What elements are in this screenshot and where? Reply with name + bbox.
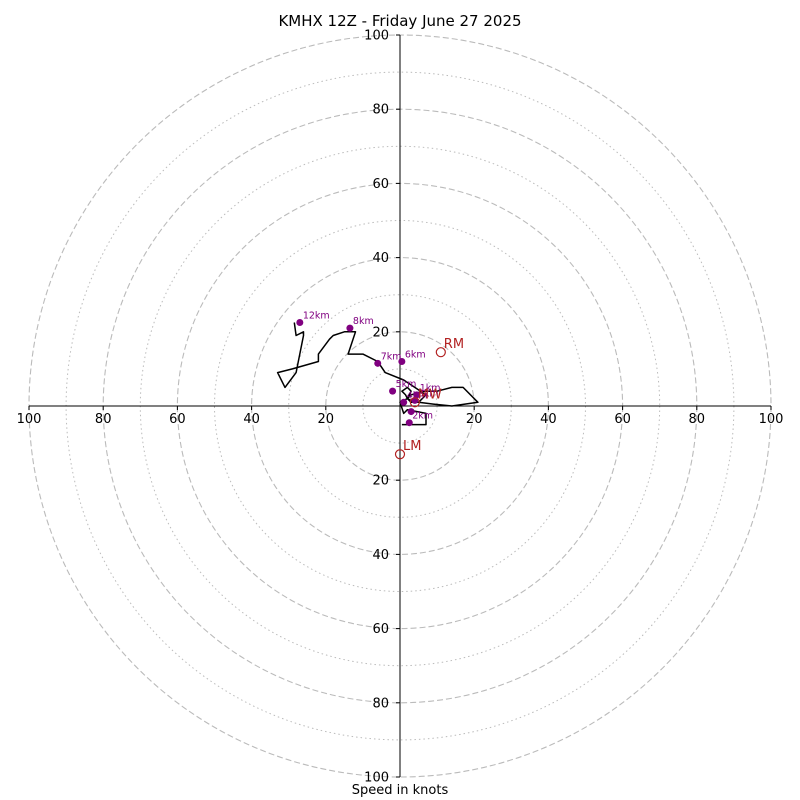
y-tick-label: 80 [372, 696, 389, 711]
y-tick-label: 40 [372, 251, 389, 266]
x-tick-label: 60 [169, 412, 186, 427]
storm-motion-marker [435, 347, 446, 358]
height-marker-label: 3km [418, 388, 439, 399]
height-marker-label: 12km [303, 311, 330, 322]
height-marker-label: 5km [396, 379, 417, 390]
height-marker-label: 1km [420, 383, 441, 394]
x-tick-label: 40 [540, 412, 557, 427]
x-tick-label: 100 [17, 412, 42, 427]
x-tick-label: 100 [759, 412, 784, 427]
height-marker-label: 4km [407, 390, 428, 401]
x-tick-label: 60 [614, 412, 631, 427]
y-tick-label: 80 [372, 103, 389, 118]
height-marker-label: 7km [381, 351, 402, 362]
height-marker [346, 324, 354, 332]
height-marker [374, 359, 382, 367]
height-marker [389, 387, 397, 395]
y-tick-label: 60 [372, 622, 389, 637]
storm-motion-label: MW [418, 387, 442, 402]
axis-lines [29, 35, 771, 777]
y-tick-label: 60 [372, 177, 389, 192]
x-tick-label: 80 [95, 412, 112, 427]
storm-motion-label: RM [444, 337, 464, 352]
height-marker-label: 6km [405, 349, 426, 360]
height-marker-label: 2km [412, 411, 433, 422]
height-marker-label: 8km [353, 316, 374, 327]
x-axis-label: Speed in knots [351, 783, 449, 798]
x-tick-label: 20 [318, 412, 335, 427]
y-tick-label: 20 [372, 325, 389, 340]
height-marker [407, 408, 415, 416]
chart-title: KMHX 12Z - Friday June 27 2025 [278, 12, 522, 30]
x-tick-label: 40 [243, 412, 260, 427]
height-marker [398, 357, 406, 365]
storm-motion-marker [394, 449, 406, 460]
y-tick-label: 100 [364, 771, 389, 786]
height-marker [400, 398, 408, 406]
height-marker [296, 319, 304, 327]
height-marker [405, 419, 413, 427]
x-tick-label: 20 [466, 412, 483, 427]
y-tick-label: 40 [372, 548, 389, 563]
height-marker [413, 391, 421, 399]
axis-tick-labels: 100 80 60 40 20 20 40 60 80 100 100 80 60 40 20 20 40 60 8… [17, 29, 784, 786]
storm-motion-label: LM [403, 439, 421, 454]
y-tick-label: 100 [364, 29, 389, 44]
storm-motion-points: RM LM MW [394, 337, 464, 460]
height-marker [411, 396, 419, 404]
x-tick-label: 80 [689, 412, 706, 427]
storm-motion-marker [409, 397, 420, 408]
y-tick-label: 20 [372, 474, 389, 489]
